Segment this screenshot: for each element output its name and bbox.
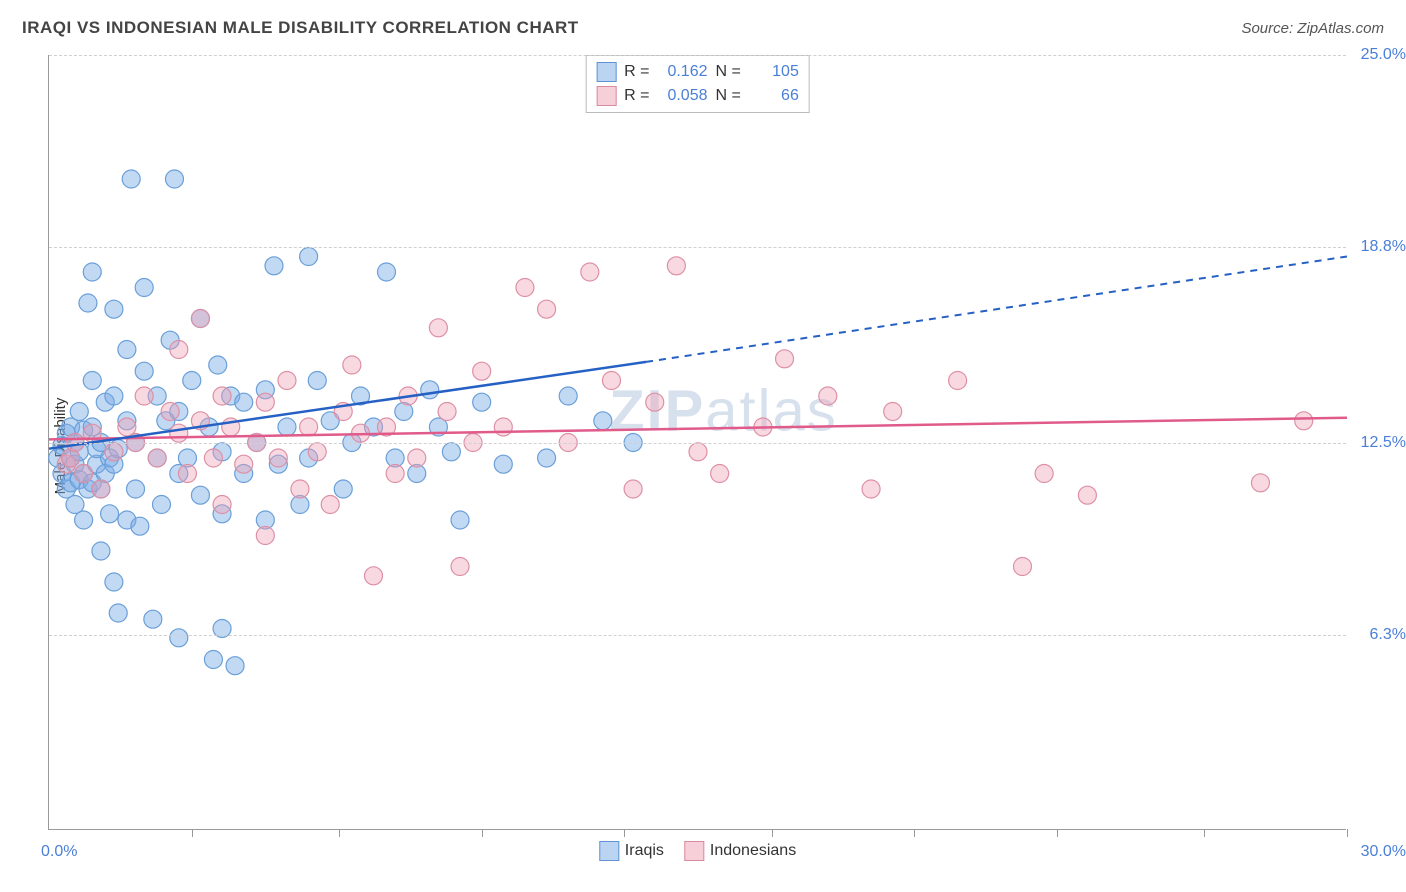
legend-stats-row-2: R = 0.058 N = 66 [596,84,799,108]
x-tick [192,829,193,837]
chart-area: ZIPatlas R = 0.162 N = 105 R = 0.058 N =… [48,55,1346,830]
x-tick [1347,829,1348,837]
legend-item-1: Iraqis [599,841,664,861]
n-label: N = [716,87,741,105]
swatch-pink-icon [596,86,616,106]
gridline [49,247,1346,248]
r-label: R = [624,87,649,105]
legend-label-2: Indonesians [710,842,796,860]
swatch-pink-icon [684,841,704,861]
x-tick [339,829,340,837]
gridline [49,635,1346,636]
gridline [49,443,1346,444]
legend-series: Iraqis Indonesians [599,841,796,861]
source-label: Source: ZipAtlas.com [1241,20,1384,37]
r-value-2: 0.058 [658,87,708,105]
swatch-blue-icon [596,62,616,82]
legend-label-1: Iraqis [625,842,664,860]
x-tick [1204,829,1205,837]
x-tick [482,829,483,837]
legend-stats: R = 0.162 N = 105 R = 0.058 N = 66 [585,55,810,113]
y-tick-label: 12.5% [1351,434,1406,452]
x-axis-max-label: 30.0% [1361,843,1406,861]
r-label: R = [624,63,649,81]
swatch-blue-icon [599,841,619,861]
x-tick [914,829,915,837]
y-tick-label: 25.0% [1351,46,1406,64]
n-value-1: 105 [749,63,799,81]
x-axis-min-label: 0.0% [41,843,77,861]
gridline [49,55,1346,56]
x-tick [772,829,773,837]
r-value-1: 0.162 [658,63,708,81]
legend-stats-row-1: R = 0.162 N = 105 [596,60,799,84]
chart-title: IRAQI VS INDONESIAN MALE DISABILITY CORR… [22,18,579,37]
x-tick [624,829,625,837]
x-tick [1057,829,1058,837]
n-label: N = [716,63,741,81]
y-tick-label: 6.3% [1351,626,1406,644]
legend-item-2: Indonesians [684,841,796,861]
y-tick-label: 18.8% [1351,238,1406,256]
n-value-2: 66 [749,87,799,105]
